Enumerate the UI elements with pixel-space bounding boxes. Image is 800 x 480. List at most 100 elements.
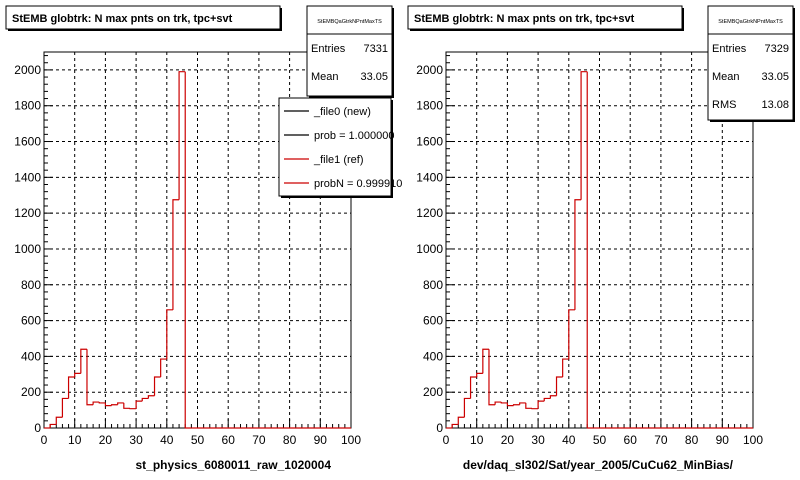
- histogram-bin: [61, 397, 69, 418]
- x-tick-label: 20: [99, 433, 113, 447]
- y-tick-label: 2000: [14, 63, 41, 77]
- legend-entry-label: _file0 (new): [313, 106, 371, 118]
- legend-box: [278, 97, 392, 197]
- stats-label: Entries: [311, 43, 346, 55]
- x-tick-label: 0: [443, 433, 450, 447]
- histogram-bin: [586, 71, 594, 429]
- histogram-bin: [537, 400, 545, 409]
- histogram-bin: [525, 402, 532, 409]
- stats-box-title: StEMBQaGtrkNPntMaxTS: [317, 19, 382, 25]
- stats-label: Mean: [311, 71, 339, 83]
- histogram-bin: [568, 309, 575, 360]
- histogram-bin: [512, 404, 520, 406]
- x-tick-label: 60: [624, 433, 638, 447]
- histogram-bin: [98, 402, 106, 404]
- stats-value: 7329: [765, 43, 789, 55]
- x-tick-label: 40: [160, 433, 174, 447]
- x-tick-label: 40: [562, 433, 576, 447]
- histogram-bin: [80, 348, 87, 374]
- y-tick-label: 0: [436, 421, 443, 435]
- stats-value: 7331: [364, 43, 388, 55]
- y-tick-label: 200: [21, 385, 41, 399]
- histogram-bin: [574, 199, 582, 310]
- histogram-bin: [141, 397, 149, 402]
- x-tick-label: 70: [654, 433, 668, 447]
- y-tick-label: 800: [423, 278, 443, 292]
- histogram-bin: [135, 400, 143, 409]
- x-tick-label: 50: [593, 433, 607, 447]
- stats-label: Entries: [712, 43, 747, 55]
- histogram-bin: [178, 71, 186, 200]
- histogram-bin: [555, 376, 563, 396]
- stats-value: 13.08: [761, 99, 789, 111]
- histogram-bin: [482, 348, 489, 374]
- histogram-bin: [519, 402, 526, 405]
- histogram-bin: [457, 416, 465, 425]
- stats-value: 33.05: [761, 71, 789, 83]
- histogram-bin: [92, 401, 100, 405]
- histogram-bin: [110, 404, 118, 406]
- histogram-bin: [123, 402, 130, 409]
- x-axis-title: dev/daq_sl302/Sat/year_2005/CuCu62_MinBi…: [463, 458, 734, 472]
- x-axis-title: st_physics_6080011_raw_1020004: [135, 458, 331, 472]
- x-tick-label: 90: [716, 433, 730, 447]
- histogram-bin: [463, 397, 471, 418]
- histogram-bin: [166, 309, 173, 360]
- y-tick-label: 2000: [416, 63, 443, 77]
- y-tick-label: 600: [21, 314, 41, 328]
- histogram-bin: [500, 402, 508, 404]
- y-tick-label: 1400: [416, 170, 443, 184]
- x-tick-label: 10: [68, 433, 82, 447]
- histogram-bin: [549, 395, 557, 399]
- y-tick-label: 1600: [416, 135, 443, 149]
- histogram-bin: [86, 349, 94, 406]
- y-tick-label: 0: [34, 421, 41, 435]
- histogram-bin: [49, 423, 57, 428]
- y-tick-label: 1200: [416, 206, 443, 220]
- histogram-bin: [580, 71, 588, 200]
- y-tick-label: 1600: [14, 135, 41, 149]
- x-tick-label: 20: [501, 433, 515, 447]
- y-tick-label: 600: [423, 314, 443, 328]
- histogram-bin: [67, 376, 75, 399]
- stats-label: Mean: [712, 71, 740, 83]
- stats-box: [306, 5, 393, 97]
- y-tick-label: 1200: [14, 206, 41, 220]
- histogram-bin: [160, 358, 167, 377]
- histogram-bin: [451, 423, 459, 428]
- stats-value: 33.05: [360, 71, 388, 83]
- histogram-bin: [494, 401, 502, 405]
- x-tick-label: 30: [531, 433, 545, 447]
- y-tick-label: 400: [21, 349, 41, 363]
- histogram-bin: [55, 416, 63, 425]
- y-tick-label: 800: [21, 278, 41, 292]
- y-tick-label: 1400: [14, 170, 41, 184]
- x-tick-label: 10: [470, 433, 484, 447]
- stats-box: [707, 5, 794, 121]
- y-tick-label: 200: [423, 385, 443, 399]
- x-tick-label: 80: [283, 433, 297, 447]
- histogram-bin: [153, 376, 161, 396]
- title-box: [5, 5, 281, 30]
- legend-entry-label: _file1 (ref): [313, 154, 364, 166]
- histogram-bin: [74, 372, 81, 377]
- stats-label: RMS: [712, 99, 736, 111]
- legend-entry-label: prob = 1.000000: [314, 130, 394, 142]
- x-tick-label: 100: [743, 433, 763, 447]
- histogram-bin: [476, 372, 483, 377]
- histogram-bin: [172, 199, 180, 310]
- x-tick-label: 100: [341, 433, 361, 447]
- histogram-bin: [506, 402, 514, 407]
- x-tick-label: 30: [129, 433, 143, 447]
- title-box: [407, 5, 683, 30]
- x-tick-label: 60: [222, 433, 236, 447]
- x-tick-label: 0: [41, 433, 48, 447]
- y-tick-label: 1000: [416, 242, 443, 256]
- chart-title: StEMB globtrk: N max pnts on trk, tpc+sv…: [414, 13, 635, 25]
- y-tick-label: 1800: [416, 99, 443, 113]
- stats-box-title: StEMBQaGtrkNPntMaxTS: [718, 19, 783, 25]
- chart-title: StEMB globtrk: N max pnts on trk, tpc+sv…: [12, 13, 233, 25]
- y-tick-label: 400: [423, 349, 443, 363]
- y-tick-label: 1800: [14, 99, 41, 113]
- x-tick-label: 50: [191, 433, 205, 447]
